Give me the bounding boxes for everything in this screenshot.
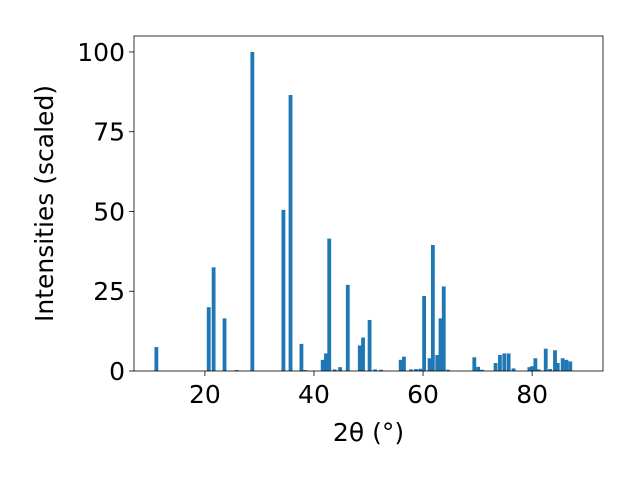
bar bbox=[533, 358, 538, 371]
bar bbox=[409, 369, 413, 371]
bar bbox=[357, 345, 362, 371]
bar bbox=[288, 95, 293, 372]
y-tick-label: 100 bbox=[77, 38, 125, 67]
bar bbox=[438, 318, 443, 371]
bar bbox=[361, 337, 365, 371]
y-tick-label: 50 bbox=[93, 197, 125, 226]
bar bbox=[250, 51, 255, 371]
bar bbox=[472, 357, 477, 371]
bar bbox=[373, 369, 377, 371]
bar bbox=[234, 370, 239, 371]
bar bbox=[543, 348, 548, 371]
bar bbox=[568, 361, 573, 371]
bar bbox=[553, 350, 557, 371]
bar bbox=[418, 368, 423, 371]
y-axis-label: Intensities (scaled) bbox=[30, 85, 59, 322]
bar bbox=[435, 355, 440, 371]
y-axis-ticks: 0 25 50 75 100 bbox=[77, 38, 134, 386]
bar bbox=[324, 353, 328, 371]
bar bbox=[222, 318, 227, 371]
bar bbox=[299, 343, 304, 371]
bar bbox=[555, 363, 560, 371]
bar bbox=[402, 356, 406, 371]
bar bbox=[379, 369, 383, 371]
x-axis-label: 2θ (°) bbox=[333, 418, 404, 447]
bar bbox=[430, 244, 435, 371]
bar bbox=[530, 366, 535, 371]
bar bbox=[320, 359, 325, 371]
bar bbox=[498, 355, 502, 371]
bar bbox=[327, 238, 332, 371]
x-tick-label: 20 bbox=[189, 380, 221, 409]
bar bbox=[338, 367, 343, 371]
bar bbox=[367, 319, 372, 371]
x-tick-label: 40 bbox=[298, 380, 330, 409]
bar bbox=[536, 369, 541, 371]
y-tick-label: 25 bbox=[93, 277, 125, 306]
bar bbox=[564, 359, 569, 371]
bar bbox=[476, 366, 481, 371]
x-tick-label: 80 bbox=[516, 380, 548, 409]
bar bbox=[560, 358, 565, 371]
x-tick-label: 60 bbox=[407, 380, 439, 409]
y-tick-label: 75 bbox=[93, 118, 125, 147]
bar bbox=[506, 353, 511, 371]
bar bbox=[154, 347, 159, 371]
bar bbox=[422, 296, 427, 371]
bar bbox=[480, 369, 484, 371]
bar bbox=[345, 284, 350, 371]
bar bbox=[211, 267, 216, 371]
bar bbox=[441, 286, 446, 371]
bar bbox=[332, 369, 337, 371]
bar bbox=[511, 368, 516, 371]
bar bbox=[548, 369, 553, 371]
bar bbox=[446, 369, 451, 371]
bar bbox=[398, 359, 403, 371]
y-tick-label: 0 bbox=[109, 357, 125, 386]
plot-frame bbox=[133, 35, 604, 372]
bar bbox=[414, 369, 418, 371]
bar bbox=[502, 353, 507, 371]
bar bbox=[206, 307, 211, 371]
bar bbox=[427, 358, 432, 371]
bar bbox=[527, 367, 532, 371]
x-axis-ticks: 20 40 60 80 bbox=[189, 371, 548, 409]
bar bbox=[281, 209, 286, 371]
bar bbox=[493, 363, 498, 371]
bars-group bbox=[154, 51, 573, 372]
bar bbox=[303, 370, 308, 371]
